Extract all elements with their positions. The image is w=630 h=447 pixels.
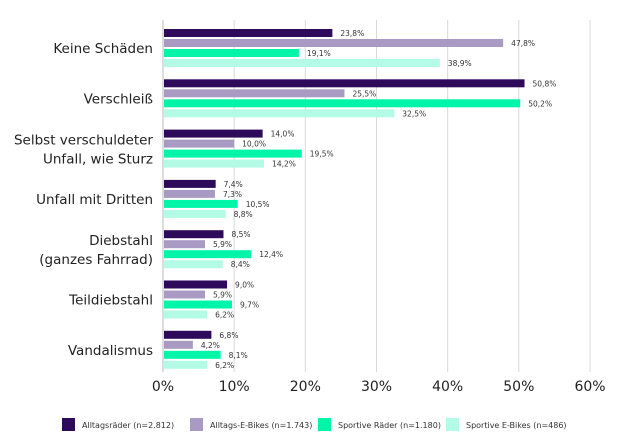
data-label: 9,7% [240,301,259,310]
bar [164,250,252,259]
category-label-line: (ganzes Fahrrad) [39,252,153,268]
bar [164,109,395,118]
bar [164,260,223,269]
bar [164,189,215,198]
category-label: Diebstahl (ganzes Fahrrad) [39,233,153,268]
bar [164,149,302,158]
bar [164,300,233,309]
bar [164,179,216,188]
bar [164,209,226,218]
data-label: 25,5% [352,89,376,98]
category-label-line: Unfall, wie Sturz [43,152,153,168]
data-label: 47,8% [511,39,535,48]
data-label: 6,8% [219,331,238,340]
x-tick-label: 0% [152,379,174,395]
category-labels: Keine Schäden Verschleiß Selbst verschulde… [14,41,153,359]
bar [164,59,440,67]
category-label-line: Selbst verschuldeter [14,133,153,149]
data-label: 23,8% [340,29,364,38]
category-label: Unfall mit Dritten [36,192,153,208]
data-label: 6,2% [215,311,234,320]
bar [164,39,504,47]
data-label: 7,3% [223,190,242,199]
legend: Alltagsräder (n=2.812) Alltags-E-Bikes (n… [62,418,567,431]
legend-swatch [318,418,331,431]
bar [164,240,205,249]
data-label: 10,0% [242,140,266,149]
data-label: 7,4% [224,180,243,189]
legend-swatch [62,418,75,431]
data-label: 12,4% [259,250,283,259]
data-label: 5,9% [213,240,232,249]
x-tick-label: 20% [290,379,321,395]
bar [164,230,224,239]
data-label: 19,5% [310,150,334,159]
data-label: 9,0% [235,281,254,290]
bar [164,49,299,57]
category-label-line: Verschleiß [84,91,153,107]
bar [164,129,263,138]
bar [164,280,228,289]
data-label: 50,2% [528,99,552,108]
category-label-line: Unfall mit Dritten [36,192,153,208]
bar [164,199,238,208]
bar [164,29,333,37]
legend-label: Alltags-E-Bikes (n=1.743) [210,421,312,430]
data-label: 14,0% [271,130,295,139]
category-label: Verschleiß [84,91,153,107]
gridlines [162,20,591,372]
data-label: 6,2% [215,361,234,370]
bar [164,99,521,108]
x-tick-label: 60% [574,379,605,395]
data-label: 14,2% [272,160,296,169]
bar [164,290,205,299]
x-tick-label: 30% [361,379,392,395]
legend-label: Sportive Räder (n=1.180) [338,421,441,430]
bars: 23,8% 47,8% 19,1% 38,9% 50,8% 25,5% 50,2% 32,5%… [164,29,556,370]
data-label: 32,5% [402,109,426,118]
bar [164,159,265,168]
legend-label: Alltagsräder (n=2.812) [82,421,174,430]
data-label: 8,5% [231,230,250,239]
category-label-line: Keine Schäden [53,41,153,57]
data-label: 8,8% [234,210,253,219]
bar [164,89,345,98]
bar [164,360,208,369]
x-tick-label: 10% [219,379,250,395]
x-tick-label: 50% [503,379,534,395]
category-label: Teildiebstahl [68,293,153,309]
bar [164,310,208,319]
bar [164,79,525,88]
category-label: Keine Schäden [53,41,153,57]
legend-swatch [446,418,459,431]
bar [164,330,212,339]
data-label: 50,8% [533,79,557,88]
category-label: Selbst verschuldeter Unfall, wie Sturz [14,133,153,168]
legend-swatch [190,418,203,431]
bar [164,340,193,349]
category-label-line: Diebstahl [89,233,153,249]
bar [164,139,235,148]
data-label: 19,1% [307,49,331,58]
data-label: 10,5% [246,200,270,209]
data-label: 38,9% [448,59,472,68]
legend-label: Sportive E-Bikes (n=486) [466,421,567,430]
data-label: 5,9% [213,291,232,300]
category-label-line: Vandalismus [68,343,153,359]
x-tick-label: 40% [432,379,463,395]
category-label-line: Teildiebstahl [68,293,153,309]
data-label: 8,1% [229,351,248,360]
bar [164,350,221,359]
data-label: 8,4% [231,260,250,269]
data-label: 4,2% [201,341,220,350]
category-label: Vandalismus [68,343,153,359]
x-axis-ticks: 0% 10% 20% 30% 40% 50% 60% [152,379,606,395]
